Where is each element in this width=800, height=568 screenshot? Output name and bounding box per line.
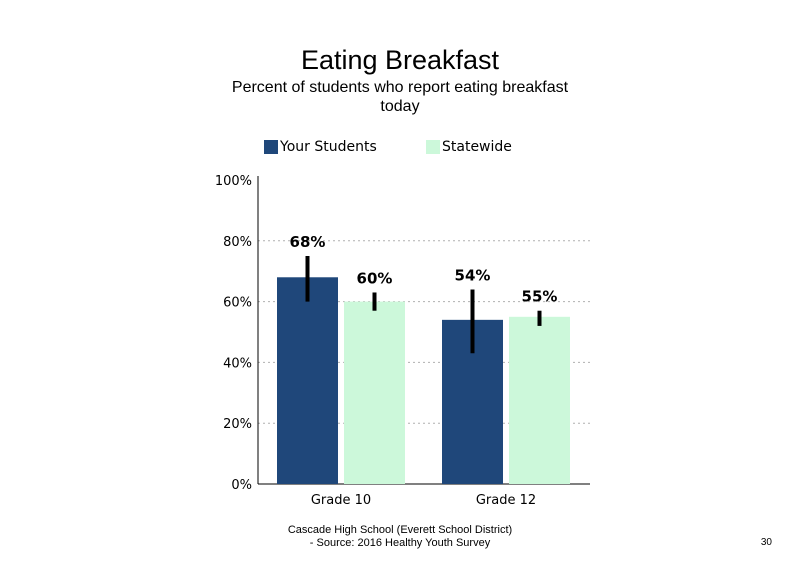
- data-label: 54%: [455, 266, 491, 284]
- y-tick-label: 0%: [231, 478, 252, 493]
- legend-item-your-students: Your Students: [264, 139, 377, 155]
- chart-title: Eating Breakfast: [300, 45, 500, 75]
- footer-source: - Source: 2016 Healthy Youth Survey: [309, 537, 491, 549]
- y-tick-label: 80%: [223, 235, 252, 250]
- legend: Your Students Statewide: [0, 139, 800, 159]
- legend-item-statewide: Statewide: [426, 139, 512, 155]
- legend-label-your-students: Your Students: [280, 139, 377, 155]
- chart-subtitle: Percent of students who report eating br…: [231, 79, 569, 115]
- data-label: 60%: [357, 269, 393, 287]
- x-tick-label: Grade 12: [476, 493, 536, 508]
- legend-swatch-statewide: [426, 140, 440, 154]
- y-tick-label: 40%: [223, 356, 252, 371]
- legend-label-statewide: Statewide: [442, 139, 512, 155]
- x-tick-label: Grade 10: [311, 493, 371, 508]
- y-tick-label: 60%: [223, 296, 252, 311]
- data-label: 55%: [522, 288, 558, 306]
- data-label: 68%: [290, 233, 326, 251]
- bar: [277, 277, 338, 484]
- legend-swatch-your-students: [264, 140, 278, 154]
- bar: [509, 316, 570, 484]
- page-number: 30: [760, 537, 772, 548]
- y-tick-label: 100%: [215, 174, 252, 189]
- bar: [344, 301, 405, 484]
- y-tick-label: 20%: [223, 417, 252, 432]
- footer: Cascade High School (Everett School Dist…: [200, 524, 600, 550]
- footer-school: Cascade High School (Everett School Dist…: [287, 524, 513, 536]
